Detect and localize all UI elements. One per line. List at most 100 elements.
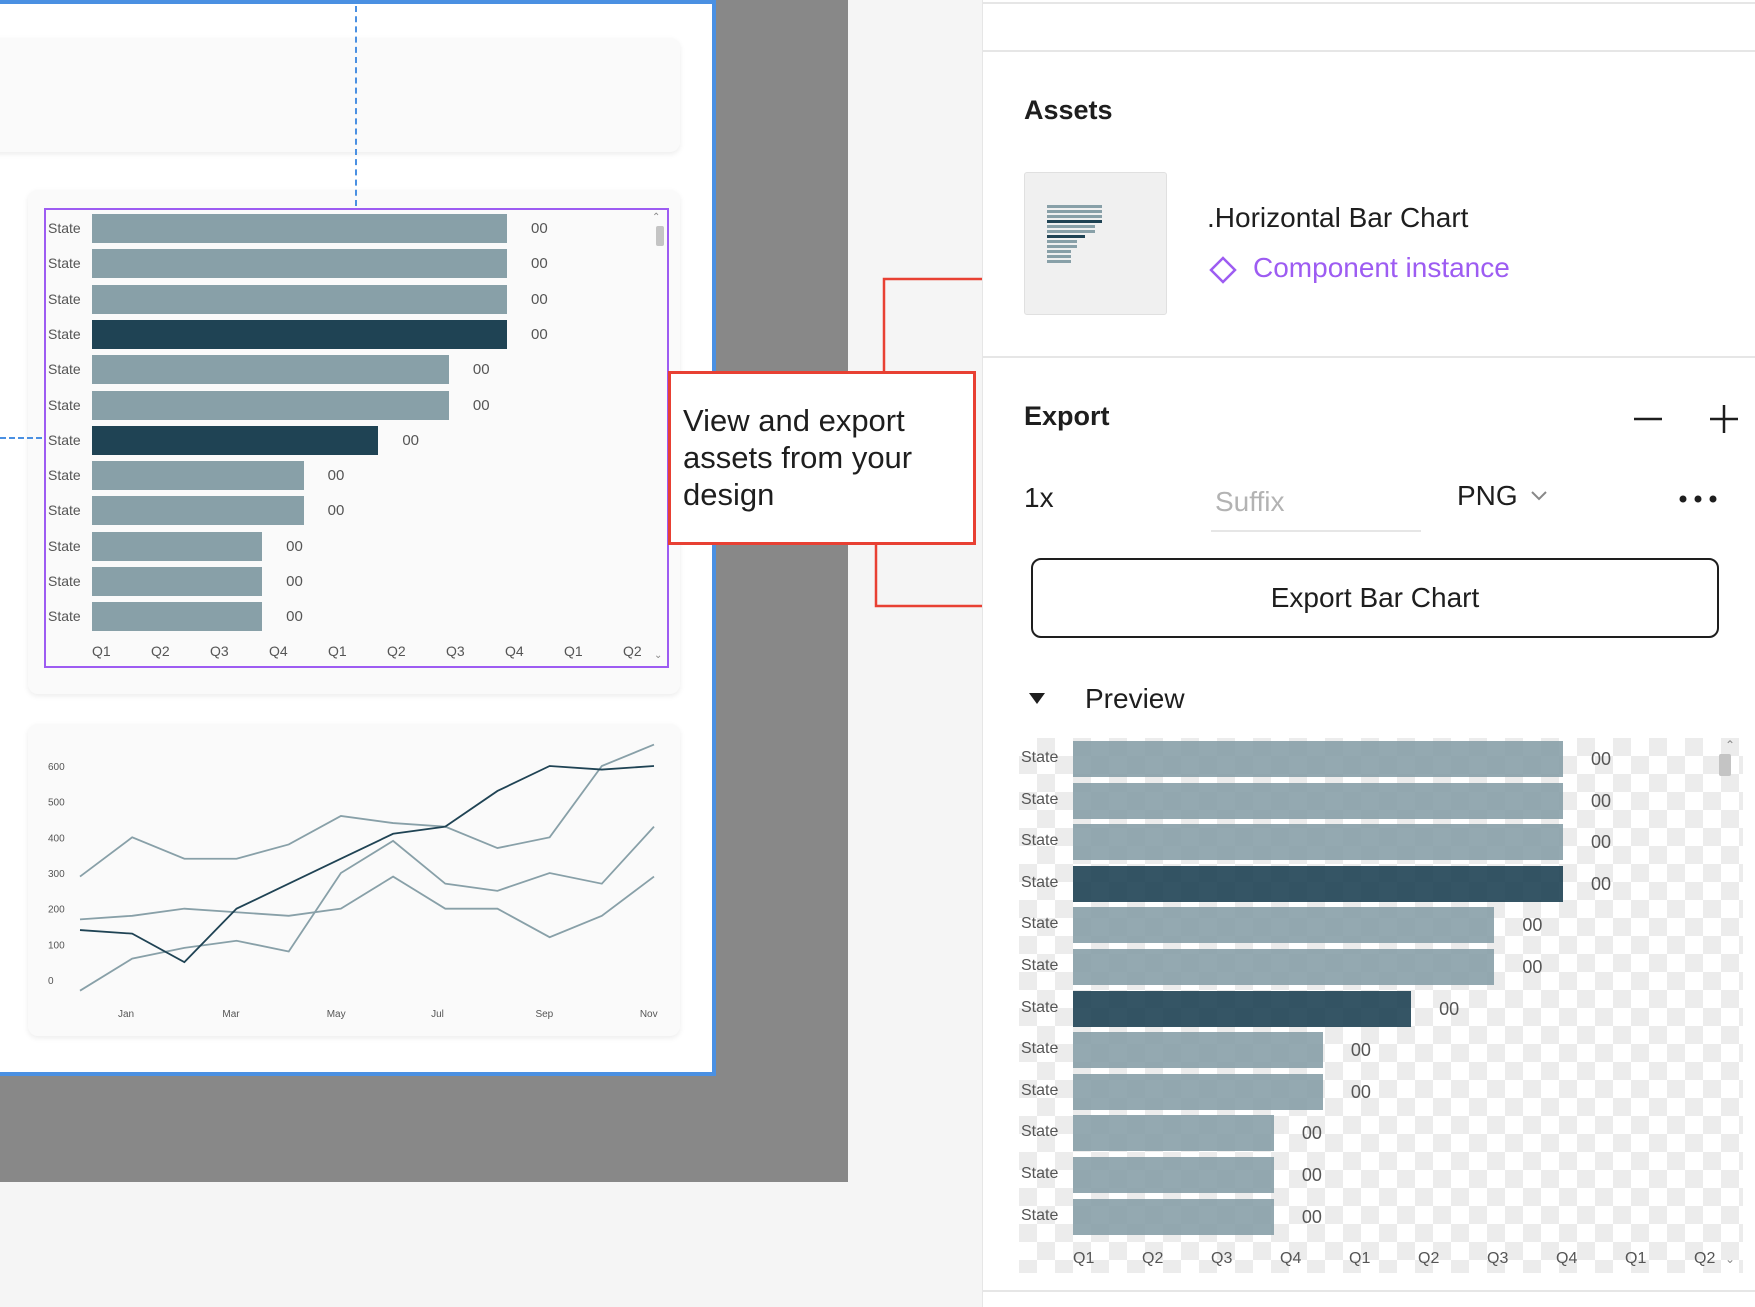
preview-bar-value: 00 bbox=[1301, 1123, 1322, 1144]
canvas-bar-label: State bbox=[48, 290, 81, 307]
line-chart-y-tick: 600 bbox=[48, 762, 65, 773]
canvas-bar bbox=[92, 567, 263, 596]
more-horizontal-icon[interactable] bbox=[1673, 484, 1723, 514]
line-chart-y-tick: 500 bbox=[48, 798, 65, 809]
preview-x-tick: Q1 bbox=[1625, 1250, 1647, 1267]
scroll-down-icon[interactable]: ⌄ bbox=[654, 650, 663, 661]
canvas-bar-label: State bbox=[48, 467, 81, 484]
canvas-bar bbox=[92, 284, 507, 314]
callout-box: View and export assets from your design bbox=[668, 371, 976, 545]
canvas-bar-value: 00 bbox=[327, 502, 345, 520]
canvas-bar-value: 00 bbox=[531, 325, 548, 343]
preview-section-title: Preview bbox=[1085, 683, 1185, 714]
canvas-bar-label: State bbox=[48, 608, 81, 625]
canvas-x-tick: Q4 bbox=[505, 643, 524, 659]
canvas-bar bbox=[92, 355, 449, 385]
canvas-bar-label: State bbox=[48, 573, 81, 589]
preview-bar bbox=[1073, 1157, 1274, 1193]
scrollbar-thumb[interactable] bbox=[656, 226, 664, 246]
preview-bar-label: State bbox=[1021, 1165, 1059, 1182]
horizontal-guide bbox=[0, 437, 42, 439]
chevron-down-icon bbox=[1530, 491, 1547, 501]
preview-x-tick: Q1 bbox=[1073, 1250, 1095, 1267]
canvas-bar-label: State bbox=[48, 325, 81, 342]
canvas-bar bbox=[92, 249, 507, 279]
preview-bar bbox=[1073, 865, 1563, 902]
canvas-x-tick: Q1 bbox=[92, 643, 111, 659]
canvas-x-tick: Q3 bbox=[210, 643, 229, 659]
suffix-input[interactable] bbox=[1211, 474, 1421, 532]
preview-bar bbox=[1073, 782, 1563, 819]
format-value: PNG bbox=[1457, 480, 1518, 511]
preview-x-tick: Q3 bbox=[1211, 1250, 1233, 1267]
preview-bar bbox=[1073, 741, 1563, 777]
line-chart: 600 500 400 300 200 100 0 Jan Mar May Jul Sep Nov bbox=[48, 743, 658, 1020]
scroll-up-icon[interactable]: ⌃ bbox=[1725, 738, 1736, 752]
preview-bar-value: 00 bbox=[1591, 790, 1612, 811]
plus-icon[interactable] bbox=[1704, 399, 1744, 439]
asset-type-label: Component instance bbox=[1253, 252, 1510, 283]
scroll-up-icon[interactable]: ⌃ bbox=[652, 212, 661, 223]
canvas-x-tick: Q2 bbox=[151, 643, 170, 659]
canvas-bar-label: State bbox=[48, 361, 81, 378]
canvas-bar bbox=[92, 531, 263, 561]
preview-bar bbox=[1073, 949, 1495, 985]
preview-x-tick: Q2 bbox=[1694, 1250, 1716, 1267]
vertical-guide bbox=[355, 6, 357, 206]
line-chart-y-tick: 200 bbox=[48, 905, 65, 916]
canvas-bar-label: State bbox=[48, 502, 81, 519]
line-chart-series bbox=[79, 743, 655, 878]
scroll-down-icon[interactable]: ⌄ bbox=[1725, 1252, 1736, 1266]
header-card bbox=[0, 38, 680, 152]
format-select[interactable]: PNG bbox=[1457, 480, 1548, 512]
preview-bar-value: 00 bbox=[1522, 915, 1543, 936]
asset-thumbnail-preview bbox=[1047, 205, 1102, 263]
minus-icon[interactable] bbox=[1628, 399, 1668, 439]
preview-bar bbox=[1073, 1073, 1323, 1110]
line-chart-y-tick: 100 bbox=[48, 940, 65, 951]
line-chart-series bbox=[79, 826, 655, 992]
export-scale-field[interactable]: 1x bbox=[1024, 482, 1054, 513]
canvas-bar-value: 00 bbox=[531, 290, 548, 308]
scrollbar-thumb[interactable] bbox=[1719, 754, 1731, 776]
preview-bar bbox=[1073, 990, 1412, 1027]
line-chart-x-tick: Jan bbox=[118, 1009, 134, 1020]
export-button[interactable]: Export Bar Chart bbox=[1031, 558, 1719, 638]
preview-bar-value: 00 bbox=[1439, 998, 1460, 1019]
line-chart-x-tick: Jul bbox=[431, 1009, 444, 1020]
canvas-bar bbox=[92, 425, 379, 455]
preview-x-tick: Q3 bbox=[1487, 1250, 1509, 1267]
canvas-bar-label: State bbox=[48, 220, 81, 236]
preview-bar bbox=[1073, 824, 1563, 861]
callout-text: View and export assets from your design bbox=[683, 403, 913, 512]
panel-divider bbox=[983, 2, 1755, 4]
triangle-down-icon[interactable] bbox=[1027, 689, 1047, 709]
horizontal-bar-chart-instance[interactable]: State 00 State 00 State 00 State 00 State 00 State… bbox=[44, 208, 669, 668]
preview-bar-label: State bbox=[1021, 790, 1059, 808]
canvas-x-tick: Q2 bbox=[387, 643, 406, 659]
preview-bar-label: State bbox=[1021, 1081, 1059, 1099]
canvas-bar-label: State bbox=[48, 255, 81, 272]
preview-bar bbox=[1073, 1032, 1323, 1069]
panel-divider bbox=[983, 1290, 1755, 1292]
design-canvas[interactable]: 600 500 400 300 200 100 0 Jan Mar May Jul Sep Nov St… bbox=[0, 0, 982, 1307]
component-instance-icon bbox=[1209, 256, 1237, 284]
canvas-x-tick: Q1 bbox=[328, 643, 347, 659]
canvas-bar-value: 00 bbox=[402, 431, 420, 449]
canvas-bar-value: 00 bbox=[472, 396, 490, 414]
export-preview: State 00 State 00 State 00 State 00 State 00 State… bbox=[1019, 738, 1743, 1273]
canvas-bar-value: 00 bbox=[286, 537, 303, 555]
line-chart-y-tick: 0 bbox=[48, 976, 54, 987]
preview-bar-label: State bbox=[1021, 832, 1059, 850]
canvas-bar-value: 00 bbox=[327, 467, 345, 485]
preview-bar-value: 00 bbox=[1591, 832, 1612, 853]
canvas-bar-value: 00 bbox=[531, 220, 548, 237]
asset-thumbnail[interactable] bbox=[1024, 172, 1167, 315]
asset-name: .Horizontal Bar Chart bbox=[1207, 202, 1469, 233]
preview-x-tick: Q4 bbox=[1556, 1250, 1578, 1267]
line-chart-x-tick: Mar bbox=[222, 1009, 240, 1020]
canvas-x-tick: Q1 bbox=[564, 643, 583, 659]
preview-x-tick: Q1 bbox=[1349, 1250, 1371, 1267]
canvas-bar bbox=[92, 496, 304, 526]
panel-divider bbox=[983, 356, 1755, 358]
